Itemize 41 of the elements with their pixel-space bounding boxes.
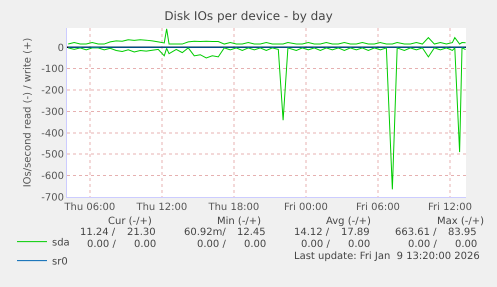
legend-label: sr0 xyxy=(52,256,68,268)
y-tick-label: -700 xyxy=(41,192,64,204)
text: 11.24 / xyxy=(80,227,116,238)
line-series xyxy=(68,47,466,190)
line-series xyxy=(68,28,466,45)
text: Max (-/+) xyxy=(437,216,484,227)
text: 17.89 xyxy=(341,227,370,238)
text: Cur (-/+) xyxy=(108,216,152,227)
chart-title: Disk IOs per device - by day xyxy=(164,9,333,24)
text: Last update: Fri Jan 9 13:20:00 2026 xyxy=(294,251,480,262)
y-tick-label: -600 xyxy=(41,171,64,182)
y-tick-label: -400 xyxy=(41,128,64,140)
text: Avg (-/+) xyxy=(326,216,371,227)
text: 0.00 xyxy=(455,239,478,250)
text: 0.00 / xyxy=(408,239,438,250)
y-tick-label: -500 xyxy=(41,150,64,161)
text: 0.00 xyxy=(244,239,266,250)
text: 0.00 / xyxy=(197,239,226,250)
x-tick-label: Fri 12:00 xyxy=(428,202,472,213)
y-tick-label: -300 xyxy=(41,106,64,118)
text: 12.45 xyxy=(237,227,266,238)
x-tick-label: Thu 18:00 xyxy=(207,202,260,213)
legend-label: sda xyxy=(52,238,70,249)
text: 83.95 xyxy=(448,227,477,238)
text: 21.30 xyxy=(127,227,156,238)
x-tick-label: Fri 06:00 xyxy=(356,202,400,213)
text: 60.92m/ xyxy=(184,227,226,238)
x-tick-label: Thu 06:00 xyxy=(63,202,116,213)
text: 0.00 xyxy=(134,239,156,250)
text: 0.00 xyxy=(348,239,370,250)
y-axis-title: IOs/second read (-) / write (+) xyxy=(22,38,34,188)
x-tick-label: Fri 00:00 xyxy=(284,202,328,213)
y-tick-label: 0 xyxy=(58,42,64,54)
text: 0.00 / xyxy=(301,239,330,250)
text: 663.61 / xyxy=(395,227,438,238)
text: Min (-/+) xyxy=(217,216,262,227)
x-tick-label: Thu 12:00 xyxy=(135,202,188,213)
text: 0.00 / xyxy=(87,239,116,250)
text: 14.12 / xyxy=(294,227,330,238)
y-tick-label: -200 xyxy=(41,86,64,97)
y-tick-label: -100 xyxy=(41,64,64,76)
